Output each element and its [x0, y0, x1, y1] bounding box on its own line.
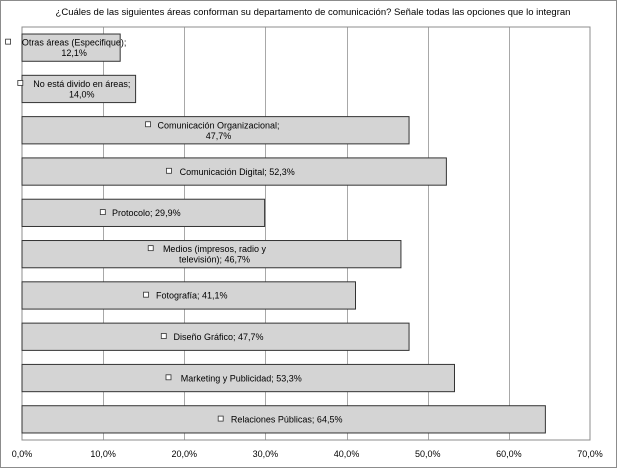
legend-key-icon: [99, 209, 106, 216]
legend-key-icon: [165, 374, 172, 381]
bar: [21, 363, 455, 393]
plot-area-frame: [21, 26, 591, 441]
data-label-text: Fotografía; 41,1%: [156, 291, 228, 301]
data-label-text: No está divido en áreas; 14,0%: [33, 79, 130, 100]
bar: [21, 240, 402, 269]
data-label: Relaciones Públicas; 64,5%: [217, 415, 343, 425]
data-label: Medios (impresos, radio y televisión); 46…: [147, 244, 267, 265]
data-label: No está divido en áreas; 14,0%: [17, 79, 130, 100]
data-label: Marketing y Publicidad; 53,3%: [165, 373, 302, 383]
data-label: Comunicación Organizacional; 47,7%: [145, 120, 280, 141]
x-tick-label: 30,0%: [253, 449, 279, 459]
legend-key-icon: [147, 245, 154, 252]
data-label-text: Protocolo; 29,9%: [112, 208, 181, 218]
x-tick-label: 0,0%: [12, 449, 33, 459]
x-tick-label: 60,0%: [496, 449, 522, 459]
data-label-text: Relaciones Públicas; 64,5%: [231, 415, 343, 425]
data-label-text: Otras áreas (Especifique); 12,1%: [22, 38, 127, 59]
chart-title: ¿Cuáles de las siguientes áreas conforma…: [56, 7, 571, 18]
bar: [21, 157, 447, 186]
data-labels: Otras áreas (Especifique); 12,1% No está d…: [5, 38, 343, 425]
legend-key-icon: [145, 121, 151, 128]
bar: [21, 322, 410, 351]
bar: [21, 33, 121, 62]
x-tick-label: 10,0%: [90, 449, 116, 459]
data-label-text: Diseño Gráfico; 47,7%: [174, 332, 264, 342]
data-label-text: Comunicación Organizacional; 47,7%: [157, 120, 279, 141]
x-tick-label: 40,0%: [334, 449, 360, 459]
data-label: Protocolo; 29,9%: [99, 208, 181, 218]
bar: [21, 281, 356, 310]
data-label: Otras áreas (Especifique); 12,1%: [5, 38, 127, 59]
bars: [21, 33, 546, 434]
data-label: Comunicación Digital; 52,3%: [166, 167, 295, 177]
legend-key-icon: [166, 167, 172, 174]
bar: [21, 405, 546, 434]
bar: [21, 198, 266, 227]
data-label: Fotografía; 41,1%: [143, 291, 228, 301]
x-axis-ticks: 0,0% 10,0% 20,0% 30,0% 40,0% 50,0% 60,0% 70,0%: [12, 449, 603, 459]
x-tick-label: 20,0%: [172, 449, 198, 459]
data-label-text: Medios (impresos, radio y televisión); 46…: [163, 244, 267, 265]
legend-key-icon: [217, 415, 224, 422]
x-tick-label: 70,0%: [577, 449, 603, 459]
data-label-text: Marketing y Publicidad; 53,3%: [181, 373, 302, 383]
data-label: Diseño Gráfico; 47,7%: [160, 332, 264, 342]
legend-key-icon: [160, 333, 167, 339]
bar: [21, 74, 137, 104]
x-tick-label: 50,0%: [415, 449, 441, 459]
legend-key-icon: [17, 80, 24, 86]
legend-key-icon: [5, 38, 11, 45]
data-label-text: Comunicación Digital; 52,3%: [180, 167, 295, 177]
legend-key-icon: [143, 291, 149, 298]
bar: [21, 116, 410, 145]
